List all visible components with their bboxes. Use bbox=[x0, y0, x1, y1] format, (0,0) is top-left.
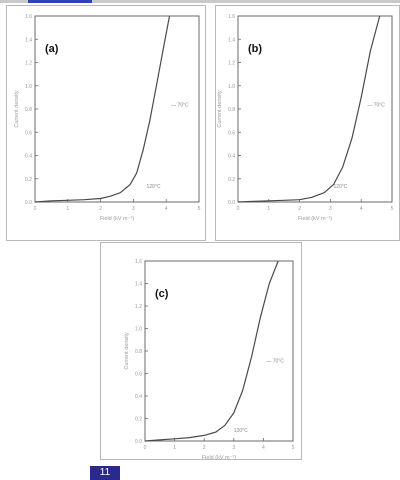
panel-label-c: (c) bbox=[155, 288, 169, 300]
y-tick-label: 0.2 bbox=[228, 177, 235, 183]
y-tick-label: 0.8 bbox=[25, 107, 32, 113]
chart-panel-b: 0 1 2 3 4 5 0.0 0.2 0.4 0.6 0.8 1.0 1.2 1.4 1.6 Field (… bbox=[215, 5, 400, 241]
x-tick-label: 2 bbox=[203, 445, 206, 451]
y-tick-label: 1.2 bbox=[228, 61, 235, 67]
y-tick-label: 1.4 bbox=[135, 282, 142, 288]
x-tick-label: 3 bbox=[132, 206, 135, 212]
y-tick-label: 1.0 bbox=[228, 84, 235, 90]
y-tick-label: 0.2 bbox=[25, 177, 32, 183]
y-tick-label: 1.0 bbox=[135, 327, 142, 333]
y-axis-title: Current density bbox=[124, 332, 130, 370]
y-tick-label: 1.6 bbox=[25, 14, 32, 20]
y-tick-label: 0.8 bbox=[228, 107, 235, 113]
x-tick-label: 1 bbox=[173, 445, 176, 451]
x-tick-label: 5 bbox=[198, 206, 201, 212]
y-axis-title: Current density bbox=[217, 90, 223, 128]
y-axis-title: Current density bbox=[14, 90, 20, 128]
chart-b: 0 1 2 3 4 5 0.0 0.2 0.4 0.6 0.8 1.0 1.2 1.4 1.6 Field (… bbox=[217, 14, 394, 222]
y-tick-label: 1.4 bbox=[25, 37, 32, 43]
y-tick-label: 1.6 bbox=[135, 259, 142, 265]
y-tick-label: 1.4 bbox=[228, 37, 235, 43]
y-tick-label: 0.0 bbox=[228, 200, 235, 206]
y-tick-label: 0.4 bbox=[228, 154, 235, 160]
x-tick-label: 1 bbox=[66, 206, 69, 212]
y-tick-label: 0.6 bbox=[228, 130, 235, 136]
annotation-label: — 70°C bbox=[367, 103, 385, 109]
x-tick-label: 5 bbox=[391, 206, 394, 212]
x-tick-label: 3 bbox=[329, 206, 332, 212]
x-tick-label: 0 bbox=[34, 206, 37, 212]
page-number-badge: 11 bbox=[90, 466, 120, 480]
y-tick-label: 1.2 bbox=[135, 304, 142, 310]
chart-panel-a: 0 1 2 3 4 5 0.0 0.2 0.4 0.6 0.8 1.0 1.2 1.4 1.6 Field (… bbox=[6, 5, 206, 241]
panel-label-a: (a) bbox=[45, 43, 59, 55]
x-tick-label: 4 bbox=[262, 445, 265, 451]
y-tick-label: 0.6 bbox=[25, 130, 32, 136]
y-tick-label: 0.2 bbox=[135, 417, 142, 423]
y-tick-label: 0.0 bbox=[25, 200, 32, 206]
x-axis-title: Field (kV m⁻¹) bbox=[100, 216, 135, 222]
chart-panel-c: 0 1 2 3 4 5 0.0 0.2 0.4 0.6 0.8 1.0 1.2 1.4 1.6 Field (… bbox=[100, 242, 302, 461]
x-tick-label: 2 bbox=[298, 206, 301, 212]
plot-frame-a bbox=[34, 15, 200, 203]
chart-a: 0 1 2 3 4 5 0.0 0.2 0.4 0.6 0.8 1.0 1.2 1.4 1.6 Field (… bbox=[14, 14, 201, 222]
x-tick-label: 5 bbox=[292, 445, 295, 451]
series-line-b bbox=[237, 15, 381, 203]
y-tick-label: 1.0 bbox=[25, 84, 32, 90]
panel-label-b: (b) bbox=[248, 43, 262, 55]
x-tick-label: 4 bbox=[360, 206, 363, 212]
y-tick-label: 1.6 bbox=[228, 14, 235, 20]
chart-c: 0 1 2 3 4 5 0.0 0.2 0.4 0.6 0.8 1.0 1.2 1.4 1.6 Field (… bbox=[124, 259, 295, 461]
y-tick-label: 0.4 bbox=[25, 154, 32, 160]
annotation-label: 120°C bbox=[333, 184, 347, 190]
annotation-label: 120°C bbox=[234, 428, 248, 434]
y-tick-label: 1.2 bbox=[25, 61, 32, 67]
y-tick-label: 0.4 bbox=[135, 394, 142, 400]
x-tick-label: 2 bbox=[99, 206, 102, 212]
y-tick-label: 0.0 bbox=[135, 439, 142, 445]
y-tick-label: 0.6 bbox=[135, 372, 142, 378]
x-tick-label: 0 bbox=[144, 445, 147, 451]
series-line-c bbox=[144, 260, 279, 442]
annotation-label: — 70°C bbox=[266, 358, 284, 364]
y-tick-label: 0.8 bbox=[135, 349, 142, 355]
series-line-a bbox=[34, 15, 171, 203]
x-axis-title: Field (kV m⁻¹) bbox=[298, 216, 333, 222]
x-tick-label: 0 bbox=[237, 206, 240, 212]
x-tick-label: 3 bbox=[232, 445, 235, 451]
top-divider bbox=[0, 0, 400, 3]
annotation-label: 120°C bbox=[147, 184, 161, 190]
x-axis-title: Field (kV m⁻¹) bbox=[202, 455, 237, 461]
x-tick-label: 4 bbox=[165, 206, 168, 212]
annotation-label: — 70°C bbox=[171, 103, 189, 109]
x-tick-label: 1 bbox=[267, 206, 270, 212]
